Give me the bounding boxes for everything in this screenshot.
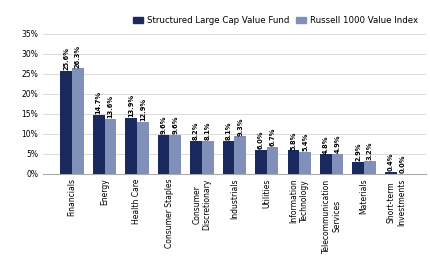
Text: 5.8%: 5.8% <box>290 131 296 150</box>
Text: 5.4%: 5.4% <box>302 133 308 151</box>
Text: 13.6%: 13.6% <box>108 95 114 118</box>
Bar <box>158 135 169 174</box>
Bar <box>137 122 149 174</box>
Text: 4.8%: 4.8% <box>323 135 329 154</box>
Bar <box>332 154 344 174</box>
Bar <box>385 172 396 174</box>
Text: 3.2%: 3.2% <box>367 141 373 160</box>
Bar <box>93 115 104 174</box>
Bar <box>72 68 84 174</box>
Text: 9.6%: 9.6% <box>172 116 178 134</box>
Text: 9.6%: 9.6% <box>160 116 166 134</box>
Bar <box>353 162 364 174</box>
Bar <box>364 161 376 174</box>
Text: 26.3%: 26.3% <box>75 45 81 67</box>
Text: 14.7%: 14.7% <box>96 91 101 114</box>
Bar <box>267 147 279 174</box>
Text: 12.9%: 12.9% <box>140 98 146 121</box>
Bar <box>320 154 332 174</box>
Text: 6.0%: 6.0% <box>258 130 264 149</box>
Bar <box>223 141 234 174</box>
Bar <box>202 141 214 174</box>
Text: 9.3%: 9.3% <box>237 117 243 136</box>
Bar <box>60 71 72 174</box>
Text: 8.1%: 8.1% <box>205 122 211 140</box>
Text: 0.0%: 0.0% <box>399 154 405 173</box>
Bar <box>104 119 116 174</box>
Bar <box>169 135 181 174</box>
Bar <box>190 141 202 174</box>
Bar <box>299 152 311 174</box>
Text: 25.6%: 25.6% <box>63 47 69 70</box>
Bar <box>288 150 299 174</box>
Legend: Structured Large Cap Value Fund, Russell 1000 Value Index: Structured Large Cap Value Fund, Russell… <box>129 13 421 29</box>
Text: 2.9%: 2.9% <box>355 143 361 161</box>
Text: 8.2%: 8.2% <box>193 122 199 140</box>
Text: 6.7%: 6.7% <box>270 127 276 146</box>
Text: 13.9%: 13.9% <box>128 94 134 117</box>
Text: 0.4%: 0.4% <box>388 153 394 171</box>
Bar <box>234 136 246 174</box>
Bar <box>255 150 267 174</box>
Text: 4.9%: 4.9% <box>335 135 341 153</box>
Bar <box>125 118 137 174</box>
Text: 8.1%: 8.1% <box>225 122 231 140</box>
